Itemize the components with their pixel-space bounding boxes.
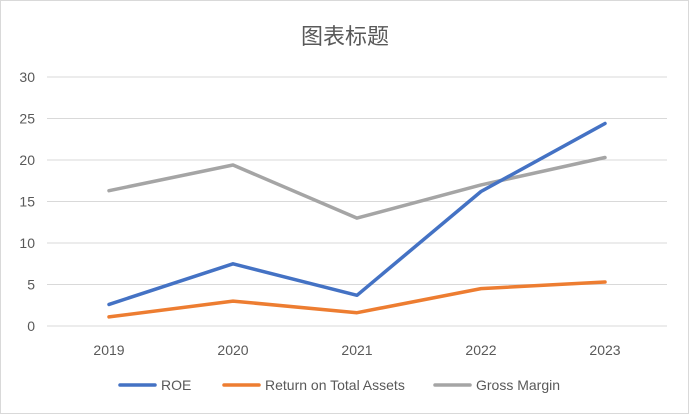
legend-label: ROE — [161, 377, 191, 393]
x-axis-ticks: 2019 2020 2021 2022 2023 — [93, 342, 620, 358]
y-axis-ticks: 0 5 10 15 20 25 30 — [19, 69, 35, 334]
series-lines — [107, 121, 607, 319]
gridlines — [47, 76, 667, 327]
y-tick-label: 25 — [19, 111, 35, 127]
series-line-gross-margin — [107, 155, 607, 220]
x-tick-label: 2020 — [217, 342, 248, 358]
y-tick-label: 15 — [19, 194, 35, 210]
x-tick-label: 2021 — [341, 342, 372, 358]
y-tick-label: 10 — [19, 235, 35, 251]
x-tick-label: 2022 — [465, 342, 496, 358]
legend-label: Gross Margin — [476, 377, 560, 393]
legend-label: Return on Total Assets — [265, 377, 405, 393]
y-tick-label: 0 — [27, 318, 35, 334]
legend: ROE Return on Total Assets Gross Margin — [118, 377, 560, 393]
y-tick-label: 30 — [19, 69, 35, 85]
x-tick-label: 2023 — [589, 342, 620, 358]
y-tick-label: 5 — [27, 277, 35, 293]
series-line-roe — [107, 121, 607, 307]
chart-title: 图表标题 — [301, 25, 389, 50]
x-tick-label: 2019 — [93, 342, 124, 358]
series-line-return-on-total-assets — [107, 280, 607, 319]
y-tick-label: 20 — [19, 152, 35, 168]
